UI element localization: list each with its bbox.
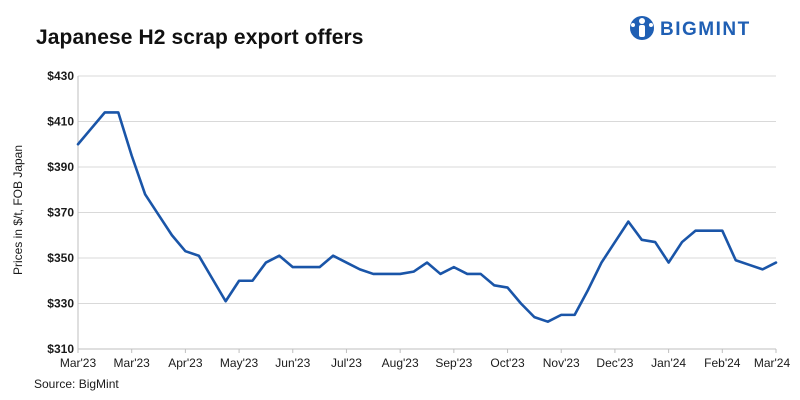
y-tick-labels: $310 $330 $350 $370 $390 $410 $430 [47,69,74,356]
x-tick-label: Nov'23 [543,356,580,370]
x-tick-label: Sep'23 [435,356,472,370]
x-tick-label: Mar'24 [754,356,791,370]
y-tick-label: $330 [47,297,74,311]
x-tick-label: Dec'23 [596,356,633,370]
y-tick-label: $310 [47,342,74,356]
chart-title: Japanese H2 scrap export offers [36,26,364,49]
bigmint-logo: BIGMINT [628,12,788,44]
x-tick-label: Jan'24 [651,356,686,370]
x-tick-label: Aug'23 [382,356,419,370]
x-tick-label: May'23 [220,356,259,370]
x-tick-label: Jun'23 [275,356,310,370]
y-tick-label: $430 [47,69,74,83]
x-tick-label: Feb'24 [704,356,741,370]
x-tick-label: Jul'23 [331,356,362,370]
x-tick-label: Mar'23 [114,356,151,370]
y-tick-label: $390 [47,160,74,174]
bigmint-logo-icon: BIGMINT [630,16,751,40]
series-group [76,111,778,324]
x-tick-label: Mar'23 [60,356,97,370]
y-axis-label: Prices in $/t, FOB Japan [11,145,25,275]
y-tick-label: $350 [47,251,74,265]
grid-lines [78,75,776,304]
axes [77,76,777,353]
y-tick-label: $410 [47,115,74,129]
source-note: Source: BigMint [34,377,119,391]
x-tick-label: Oct'23 [490,356,525,370]
series-line [76,111,778,324]
brand-name: BIGMINT [660,19,751,40]
x-tick-labels: Mar'23 Mar'23 Apr'23 May'23 Jun'23 Jul'23 Aug'… [60,356,791,370]
y-tick-label: $370 [47,206,74,220]
x-tick-label: Apr'23 [168,356,203,370]
